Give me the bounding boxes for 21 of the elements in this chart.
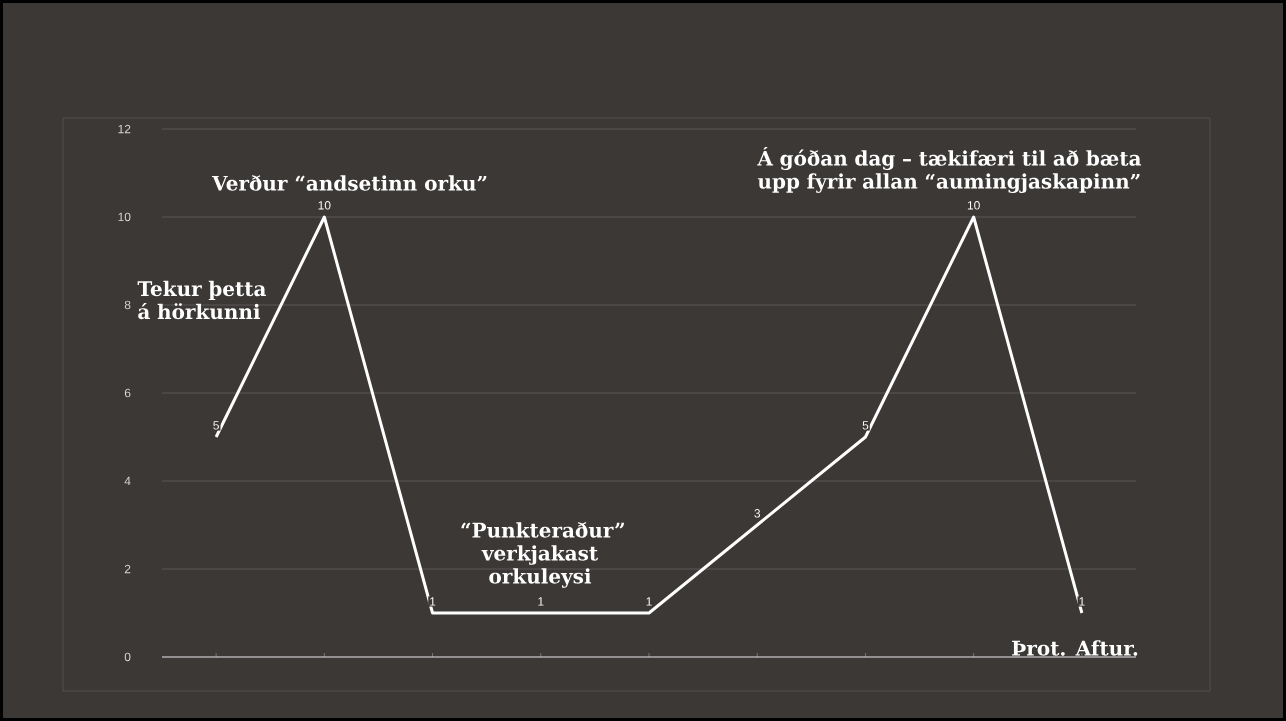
y-tick-label: 6 <box>124 388 131 398</box>
data-label: 1 <box>430 597 436 606</box>
annotation: Verður “andsetinn orku” <box>211 175 487 191</box>
y-tick-label: 8 <box>124 300 131 310</box>
annotation: “Punkteraður” verkjakast orkuleysi <box>461 522 625 588</box>
y-tick-label: 0 <box>124 652 131 662</box>
data-label: 1 <box>646 597 652 606</box>
annotation: Þrot. Aftur. <box>1012 640 1138 656</box>
y-tick-label: 4 <box>124 476 131 486</box>
data-label: 5 <box>213 421 219 430</box>
annotation: Tekur þetta á hörkunni <box>137 280 266 320</box>
data-label: 1 <box>1079 597 1085 606</box>
data-label: 1 <box>538 597 544 606</box>
y-tick-label: 12 <box>118 124 131 134</box>
y-tick-label: 10 <box>118 212 131 222</box>
data-label: 3 <box>754 509 761 518</box>
data-label: 5 <box>862 421 869 430</box>
data-label: 10 <box>318 201 331 210</box>
y-tick-label: 2 <box>124 564 131 574</box>
annotation: Á góðan dag – tækifæri til að bæta upp fyrir allan “aumingjaskapinn” <box>757 147 1142 193</box>
data-label: 10 <box>967 201 980 210</box>
